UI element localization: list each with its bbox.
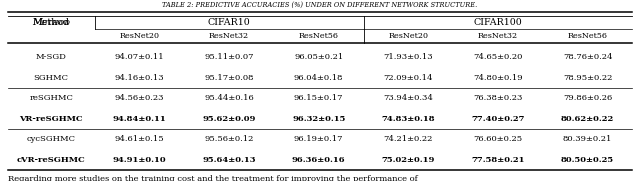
Text: 80.39±0.21: 80.39±0.21: [563, 135, 612, 143]
Text: 74.21±0.22: 74.21±0.22: [383, 135, 433, 143]
Text: 79.86±0.26: 79.86±0.26: [563, 94, 612, 102]
Text: Method: Method: [33, 18, 70, 27]
Text: 96.05±0.21: 96.05±0.21: [294, 53, 343, 61]
Text: 94.16±0.13: 94.16±0.13: [115, 74, 164, 82]
Text: 75.02±0.19: 75.02±0.19: [381, 156, 435, 164]
Text: ResNet20: ResNet20: [388, 32, 428, 40]
Text: 94.56±0.23: 94.56±0.23: [115, 94, 164, 102]
Text: 80.50±0.25: 80.50±0.25: [561, 156, 614, 164]
Text: 95.62±0.09: 95.62±0.09: [202, 115, 256, 123]
Text: CIFAR100: CIFAR100: [474, 18, 522, 27]
Text: ResNet56: ResNet56: [568, 32, 607, 40]
Text: 94.91±0.10: 94.91±0.10: [113, 156, 166, 164]
Text: 95.11±0.07: 95.11±0.07: [204, 53, 254, 61]
Text: 96.36±0.16: 96.36±0.16: [292, 156, 346, 164]
Text: 71.93±0.13: 71.93±0.13: [383, 53, 433, 61]
Text: 95.64±0.13: 95.64±0.13: [202, 156, 256, 164]
Text: 94.84±0.11: 94.84±0.11: [113, 115, 166, 123]
Text: cVR-reSGHMC: cVR-reSGHMC: [17, 156, 86, 164]
Text: 96.04±0.18: 96.04±0.18: [294, 74, 344, 82]
Text: 73.94±0.34: 73.94±0.34: [383, 94, 433, 102]
Text: 95.44±0.16: 95.44±0.16: [204, 94, 254, 102]
Text: ResNet20: ResNet20: [120, 32, 159, 40]
Text: Mᴇᴛʜᴏᴅ: Mᴇᴛʜᴏᴅ: [32, 18, 70, 27]
Text: VR-reSGHMC: VR-reSGHMC: [19, 115, 83, 123]
Text: CIFAR10: CIFAR10: [208, 18, 250, 27]
Text: 76.60±0.25: 76.60±0.25: [474, 135, 522, 143]
Text: 95.17±0.08: 95.17±0.08: [204, 74, 254, 82]
Text: 77.58±0.21: 77.58±0.21: [471, 156, 525, 164]
Text: 77.40±0.27: 77.40±0.27: [471, 115, 525, 123]
Text: 78.76±0.24: 78.76±0.24: [563, 53, 612, 61]
Text: 96.19±0.17: 96.19±0.17: [294, 135, 344, 143]
Text: 96.32±0.15: 96.32±0.15: [292, 115, 346, 123]
Text: ResNet32: ResNet32: [478, 32, 518, 40]
Text: 78.95±0.22: 78.95±0.22: [563, 74, 612, 82]
Text: Regarding more studies on the training cost and the treatment for improving the : Regarding more studies on the training c…: [8, 175, 417, 181]
Text: ResNet32: ResNet32: [209, 32, 249, 40]
Text: 72.09±0.14: 72.09±0.14: [383, 74, 433, 82]
Text: M-SGD: M-SGD: [36, 53, 67, 61]
Text: 80.62±0.22: 80.62±0.22: [561, 115, 614, 123]
Text: SGHMC: SGHMC: [34, 74, 68, 82]
Text: 74.65±0.20: 74.65±0.20: [473, 53, 523, 61]
Text: ResNet56: ResNet56: [299, 32, 339, 40]
Text: 76.38±0.23: 76.38±0.23: [473, 94, 523, 102]
Text: cycSGHMC: cycSGHMC: [27, 135, 76, 143]
Text: 96.15±0.17: 96.15±0.17: [294, 94, 344, 102]
Text: TABLE 2: PREDICTIVE ACCURACIES (%) UNDER ON DIFFERENT NETWORK STRUCTURE.: TABLE 2: PREDICTIVE ACCURACIES (%) UNDER…: [163, 1, 477, 9]
Text: 95.56±0.12: 95.56±0.12: [204, 135, 254, 143]
Text: 74.80±0.19: 74.80±0.19: [473, 74, 523, 82]
Text: reSGHMC: reSGHMC: [29, 94, 73, 102]
Text: 74.83±0.18: 74.83±0.18: [381, 115, 435, 123]
Text: 94.07±0.11: 94.07±0.11: [115, 53, 164, 61]
Text: 94.61±0.15: 94.61±0.15: [115, 135, 164, 143]
